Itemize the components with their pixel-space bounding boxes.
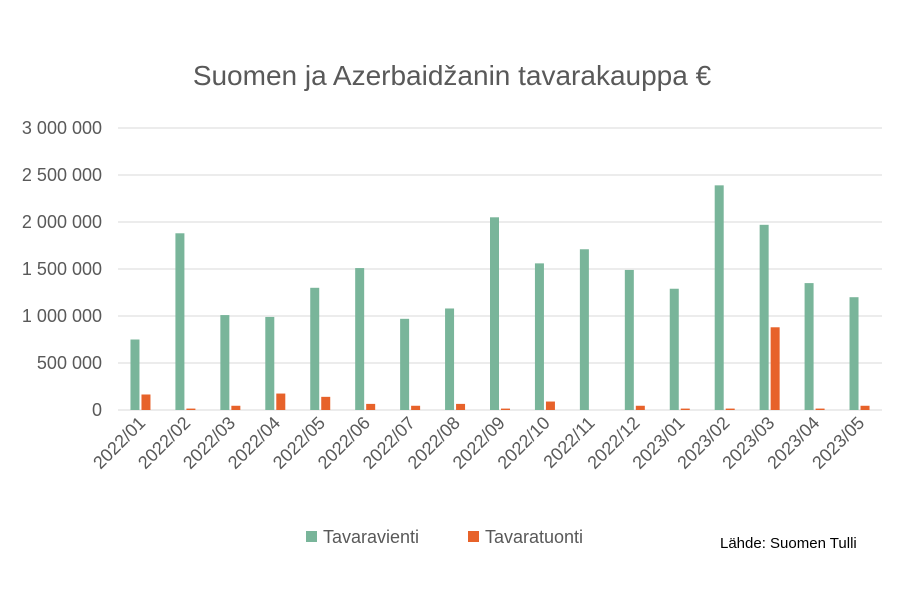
y-tick-label: 3 000 000 (22, 118, 102, 138)
bar-tavaravienti (849, 297, 859, 410)
bar-tavaravienti (490, 217, 499, 410)
legend-swatch-tavaratuonti (468, 531, 479, 542)
bar-tavaravienti (669, 288, 679, 410)
bar-tavaravienti (355, 268, 365, 410)
y-tick-label: 1 500 000 (22, 259, 102, 279)
bar-tavaravienti (310, 287, 320, 410)
gridlines (118, 127, 882, 411)
y-tick-label: 1 000 000 (22, 306, 102, 326)
bar-tavaratuonti (545, 401, 555, 410)
y-axis: 0 500 000 1 000 000 1 500 000 2 000 000 2 500… (22, 118, 102, 420)
bar-tavaravienti (175, 233, 185, 410)
bar-tavaravienti (534, 263, 544, 410)
bar-tavaravienti (714, 185, 724, 410)
bar-tavaratuonti (815, 408, 825, 410)
bar-tavaratuonti (456, 403, 466, 410)
bar-tavaravienti (759, 224, 769, 410)
y-tick-label: 2 000 000 (22, 212, 102, 232)
bar-tavaratuonti (321, 396, 331, 410)
bar-tavaratuonti (725, 408, 735, 410)
bar-tavaravienti (624, 269, 634, 410)
bar-tavaratuonti (680, 408, 690, 410)
bar-tavaravienti (265, 316, 275, 410)
y-tick-label: 500 000 (37, 353, 102, 373)
chart-title: Suomen ja Azerbaidžanin tavarakauppa € (193, 60, 712, 91)
bar-tavaratuonti (770, 327, 780, 410)
bar-tavaratuonti (860, 405, 870, 410)
bar-tavaratuonti (411, 405, 421, 410)
bar-tavaravienti (579, 249, 589, 410)
legend: Tavaravienti Tavaratuonti (306, 527, 583, 547)
bar-tavaratuonti (276, 393, 286, 410)
bars (130, 185, 870, 410)
bar-tavaravienti (445, 308, 455, 410)
bar-tavaratuonti (366, 403, 376, 410)
bar-tavaratuonti (501, 408, 510, 410)
bar-tavaravienti (220, 315, 230, 410)
legend-label: Tavaravienti (323, 527, 419, 547)
bar-tavaravienti (804, 283, 814, 410)
bar-tavaravienti (130, 339, 140, 410)
bar-tavaratuonti (635, 405, 645, 410)
bar-tavaratuonti (141, 394, 151, 410)
bar-tavaratuonti (186, 408, 196, 410)
legend-label: Tavaratuonti (485, 527, 583, 547)
source-note: Lähde: Suomen Tulli (720, 535, 857, 552)
bar-tavaratuonti (231, 405, 241, 410)
legend-swatch-tavaravienti (306, 531, 317, 542)
y-tick-label: 2 500 000 (22, 165, 102, 185)
y-tick-label: 0 (92, 400, 102, 420)
x-axis: 2022/012022/022022/032022/042022/052022/… (89, 413, 868, 473)
bar-tavaravienti (400, 318, 410, 410)
